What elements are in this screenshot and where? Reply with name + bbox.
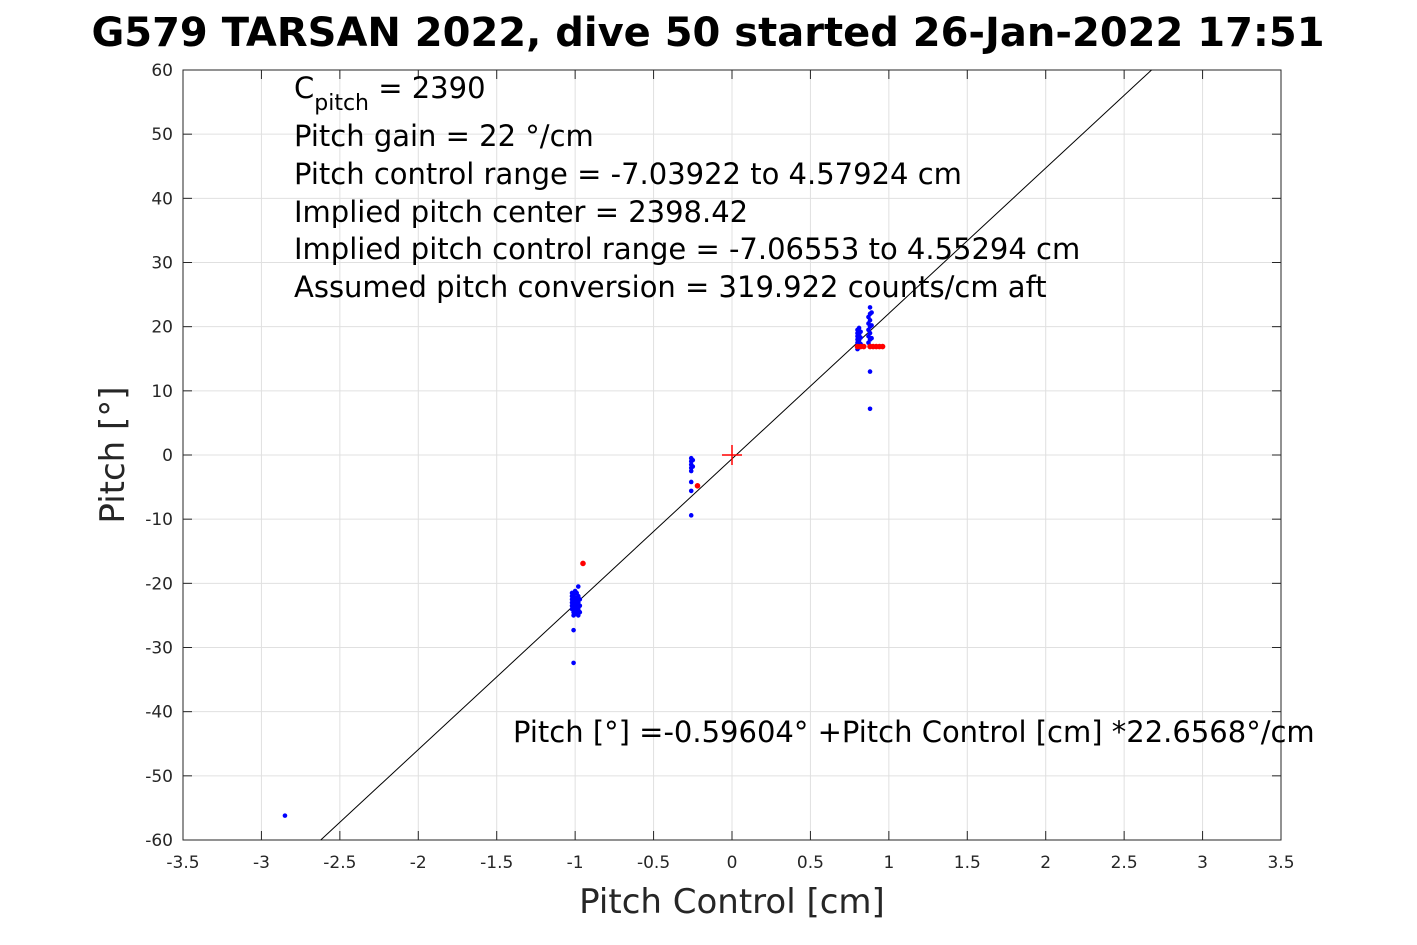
blue-data-point	[690, 457, 696, 463]
plot-area	[282, 69, 1152, 841]
red-data-point	[580, 560, 586, 567]
blue-data-point	[869, 323, 874, 328]
y-tick-label: -50	[145, 767, 173, 787]
blue-data-point	[575, 584, 581, 589]
blue-data-point	[688, 468, 694, 474]
x-tick-label: 1.5	[954, 853, 981, 873]
blue-data-point	[688, 479, 694, 485]
blue-data-point	[867, 317, 873, 323]
x-tick-label: -3	[253, 853, 270, 873]
y-tick-label: -10	[145, 510, 173, 530]
red-data-point	[879, 343, 886, 350]
x-tick-label: -3.5	[166, 853, 199, 873]
blue-data-point	[688, 513, 694, 518]
annotation-block: Cpitch = 2390 Pitch gain = 22 °/cm Pitch…	[294, 71, 1315, 749]
blue-data-point	[867, 305, 873, 310]
center-marker	[722, 445, 742, 465]
blue-data-point	[571, 627, 576, 633]
pitch-gain-annotation: Pitch gain = 22 °/cm	[294, 119, 594, 153]
x-axis-label: Pitch Control [cm]	[579, 882, 885, 922]
blue-data-point	[577, 609, 583, 615]
blue-data-point	[577, 603, 583, 609]
chart-title: G579 TARSAN 2022, dive 50 started 26-Jan…	[91, 10, 1324, 56]
implied-range-annotation: Implied pitch control range = -7.06553 t…	[294, 232, 1080, 266]
y-tick-label: -60	[145, 831, 173, 851]
c-pitch-annotation: Cpitch = 2390	[294, 71, 486, 116]
blue-data-point	[577, 597, 583, 602]
y-tick-label: -30	[145, 639, 173, 659]
control-range-annotation: Pitch control range = -7.03922 to 4.5792…	[294, 157, 962, 191]
x-tick-label: 2.5	[1111, 853, 1138, 873]
x-tick-label: 0.5	[797, 853, 824, 873]
data-points	[282, 305, 886, 818]
c-pitch-subscript: pitch	[314, 91, 369, 116]
x-tick-label: 3.5	[1267, 853, 1294, 873]
x-tick-label: 2	[1040, 853, 1051, 873]
assumed-conversion-annotation: Assumed pitch conversion = 319.922 count…	[294, 270, 1047, 304]
y-tick-label: 50	[151, 125, 173, 145]
blue-data-point	[856, 325, 862, 331]
fit-equation-annotation: Pitch [°] =-0.59604° +Pitch Control [cm]…	[513, 715, 1315, 749]
blue-data-point	[867, 406, 873, 412]
blue-data-point	[869, 310, 874, 315]
blue-data-point	[858, 329, 863, 335]
grid-lines	[182, 69, 1282, 841]
x-tick-label: -0.5	[637, 853, 670, 873]
blue-data-point	[571, 660, 576, 666]
y-tick-label: 60	[151, 61, 173, 81]
y-tick-label: 20	[151, 318, 173, 338]
y-axis-label: Pitch [°]	[93, 386, 133, 523]
red-data-point	[694, 483, 701, 489]
x-axis-ticks: -3.5 -3 -2.5 -2 -1.5 -1 -0.5 0 0.5 1 1.5 2 2.5 3 3.5	[166, 70, 1295, 873]
y-tick-label: 40	[151, 189, 173, 209]
red-data-point	[860, 343, 867, 350]
x-tick-label: 3	[1197, 853, 1208, 873]
x-tick-label: -1	[567, 853, 584, 873]
blue-data-point	[858, 335, 863, 340]
x-tick-label: 0	[727, 853, 738, 873]
y-axis-ticks: -60 -50 -40 -30 -20 -10 0 10 20 30 40 50 60	[145, 61, 1281, 851]
c-pitch-prefix: C	[294, 71, 314, 105]
blue-data-point	[867, 330, 873, 336]
y-tick-label: 30	[151, 254, 173, 274]
x-tick-label: -2	[410, 853, 427, 873]
blue-data-point	[869, 335, 874, 341]
x-tick-label: 1	[883, 853, 894, 873]
y-tick-label: -20	[145, 574, 173, 594]
x-tick-label: -1.5	[480, 853, 513, 873]
x-tick-label: -2.5	[323, 853, 356, 873]
blue-data-point	[688, 488, 694, 494]
c-pitch-value: = 2390	[369, 71, 486, 105]
y-tick-label: 10	[151, 382, 173, 402]
implied-center-annotation: Implied pitch center = 2398.42	[294, 195, 748, 229]
y-tick-label: -40	[145, 703, 173, 723]
blue-data-point	[282, 813, 288, 818]
blue-data-point	[867, 369, 873, 374]
y-tick-label: 0	[162, 446, 173, 466]
blue-data-point	[690, 464, 696, 469]
